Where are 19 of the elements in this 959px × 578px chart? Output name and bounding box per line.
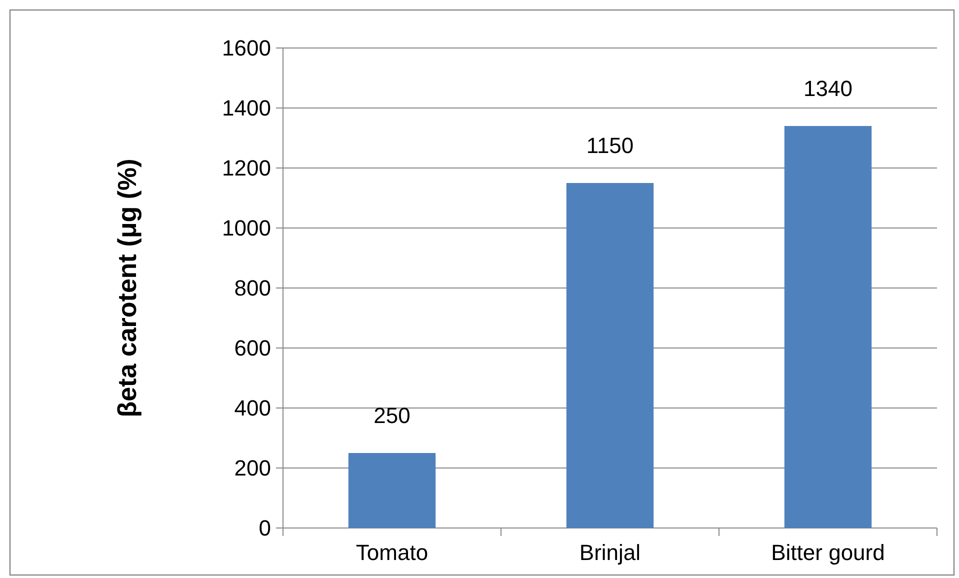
- x-tick-label: Bitter gourd: [771, 540, 885, 565]
- x-tick-label: Tomato: [356, 540, 428, 565]
- y-tick-label: 1000: [222, 216, 271, 241]
- y-tick-label: 800: [234, 276, 271, 301]
- data-label: 1150: [586, 133, 634, 158]
- data-label: 1340: [804, 76, 852, 101]
- data-label: 250: [374, 403, 410, 428]
- bar: [348, 453, 436, 528]
- y-tick-label: 400: [234, 396, 271, 421]
- y-axis-title: βeta carotent (μg (%): [112, 158, 142, 418]
- y-tick-label: 0: [258, 516, 271, 541]
- y-tick-label: 600: [234, 336, 271, 361]
- y-tick-label: 1600: [222, 36, 271, 61]
- x-tick-label: Brinjal: [579, 540, 641, 565]
- bar: [784, 126, 872, 528]
- y-tick-label: 1200: [222, 156, 271, 181]
- y-tick-label: 200: [234, 456, 271, 481]
- y-tick-label: 1400: [222, 96, 271, 121]
- bar: [566, 183, 654, 528]
